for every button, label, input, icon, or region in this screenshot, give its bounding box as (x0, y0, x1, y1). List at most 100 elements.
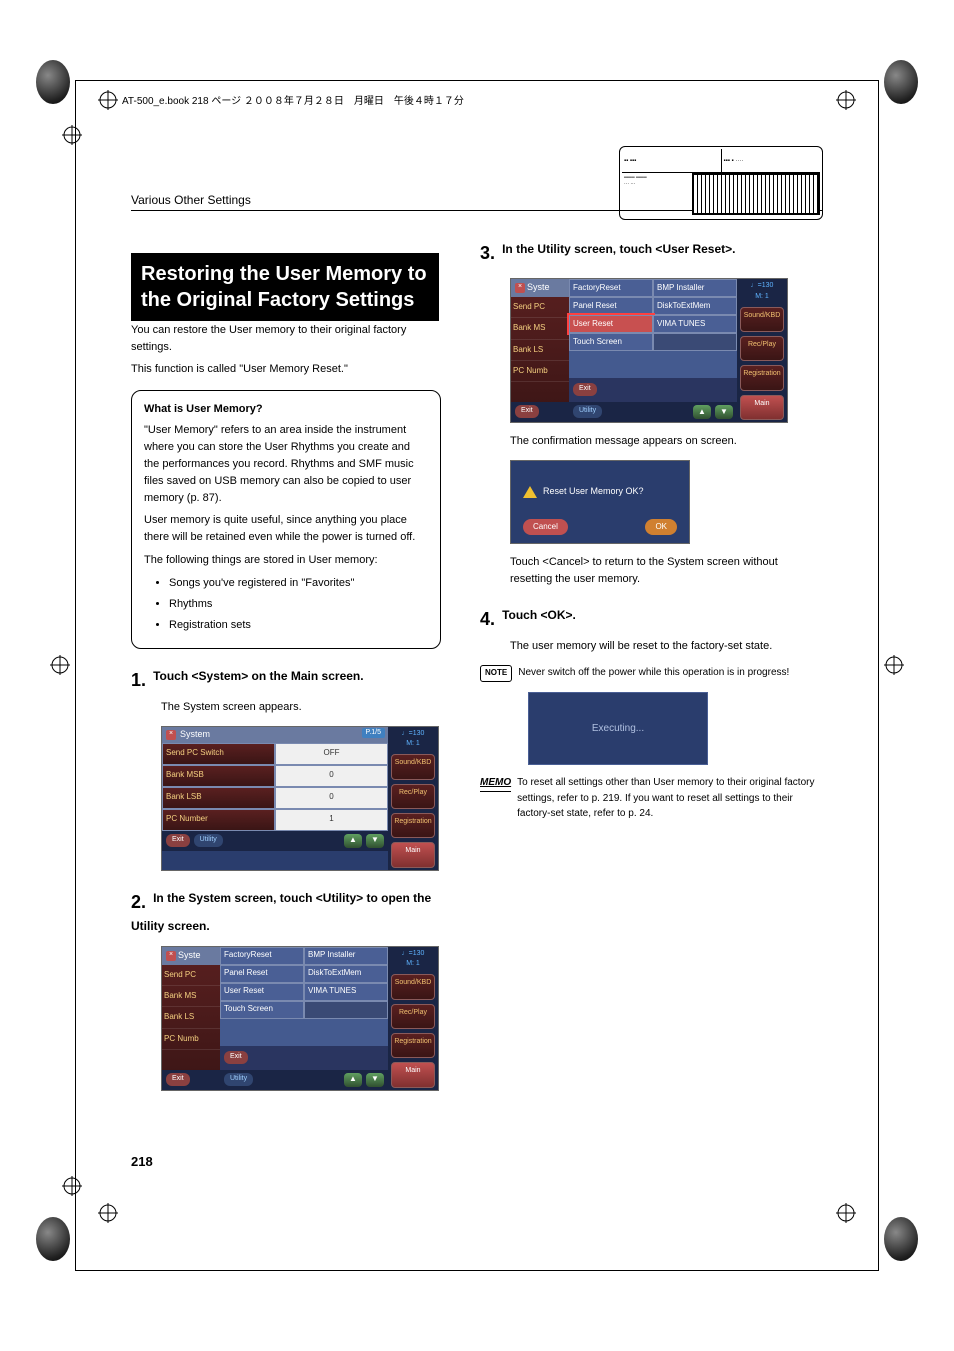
menu-item: BMP Installer (304, 947, 388, 965)
menu-item-user-reset: User Reset (220, 983, 304, 1001)
screen-title: System (180, 728, 210, 742)
main-button: Main (391, 1062, 435, 1087)
intro-text: You can restore the User memory to their… (131, 322, 441, 356)
step-title: In the System screen, touch <Utility> to… (131, 891, 431, 933)
system-screen-illustration: × System P.1/5 Send PC SwitchOFF Bank MS… (161, 726, 439, 871)
product-illustration: ▪▪ ▪▪▪▪▪▪ ▪ ···· ═══ ═══··· ··· (619, 146, 823, 220)
tempo-display: ♩=130M: 1 (388, 947, 438, 973)
note-text: Never switch off the power while this op… (518, 665, 820, 681)
callout-text: User memory is quite useful, since anyth… (144, 512, 428, 546)
bg-item: Bank MS (162, 986, 220, 1007)
side-button: Registration (740, 365, 784, 390)
print-header: AT-500_e.book 218 ページ ２００８年７月２８日 月曜日 午後４… (122, 92, 464, 107)
bg-item: Send PC (511, 297, 569, 318)
callout-text: "User Memory" refers to an area inside t… (144, 422, 428, 507)
menu-item: Touch Screen (220, 1001, 304, 1019)
close-icon: × (166, 730, 176, 740)
callout-item: Rhythms (169, 596, 428, 613)
menu-item: FactoryReset (569, 279, 653, 297)
row-label: Bank MSB (162, 765, 275, 787)
row-value: 1 (275, 809, 388, 831)
down-arrow-icon: ▼ (366, 834, 384, 848)
side-button: Sound/KBD (740, 307, 784, 332)
corner-mark (884, 1217, 918, 1261)
exit-button: Exit (515, 405, 539, 418)
menu-item-user-reset-highlighted: User Reset (569, 315, 653, 333)
bg-item: Send PC (162, 965, 220, 986)
bg-item: Bank LS (511, 340, 569, 361)
corner-mark (36, 1217, 70, 1261)
inner-exit-button: Exit (224, 1051, 248, 1064)
menu-item: VIMA TUNES (653, 315, 737, 333)
breadcrumb: Various Other Settings (131, 193, 251, 207)
step-number: 1. (131, 667, 146, 695)
ok-button: OK (645, 519, 677, 535)
page-indicator: P.1/5 (362, 728, 385, 739)
row-value: 0 (275, 787, 388, 809)
step-subtext: The user memory will be reset to the fac… (510, 638, 820, 655)
side-button: Registration (391, 1033, 435, 1058)
menu-item: BMP Installer (653, 279, 737, 297)
utility-button: Utility (194, 834, 223, 847)
down-arrow-icon: ▼ (366, 1073, 384, 1087)
bg-item: Bank LS (162, 1007, 220, 1028)
exit-button: Exit (166, 834, 190, 847)
bg-item: Bank MS (511, 318, 569, 339)
step-number: 2. (131, 889, 146, 917)
side-button: Rec/Play (740, 336, 784, 361)
row-value: OFF (275, 743, 388, 765)
side-button: Sound/KBD (391, 754, 435, 779)
memo-text: To reset all settings other than User me… (517, 775, 820, 822)
row-value: 0 (275, 765, 388, 787)
step-title: Touch <System> on the Main screen. (153, 669, 364, 683)
registration-mark (50, 655, 70, 675)
menu-item: FactoryReset (220, 947, 304, 965)
utility-label: Utility (573, 405, 602, 418)
registration-mark (884, 655, 904, 675)
close-icon: × (166, 951, 176, 961)
down-arrow-icon: ▼ (715, 405, 733, 419)
row-label: PC Number (162, 809, 275, 831)
bg-item: PC Numb (162, 1029, 220, 1050)
bg-item: PC Numb (511, 361, 569, 382)
step-title: In the Utility screen, touch <User Reset… (502, 242, 735, 256)
step-title: Touch <OK>. (502, 608, 576, 622)
confirm-dialog: Reset User Memory OK? Cancel OK (510, 460, 690, 544)
close-icon: × (515, 283, 525, 293)
up-arrow-icon: ▲ (344, 834, 362, 848)
menu-item: DiskToExtMem (304, 965, 388, 983)
memo-badge: MEMO (480, 775, 511, 792)
note-badge: NOTE (480, 665, 512, 681)
menu-empty (304, 1001, 388, 1019)
tempo-display: ♩=130M: 1 (388, 727, 438, 753)
menu-item: Touch Screen (569, 333, 653, 351)
menu-empty (653, 333, 737, 351)
callout-text: The following things are stored in User … (144, 552, 428, 569)
screen-title: Syste (527, 281, 550, 295)
callout-item: Songs you've registered in "Favorites" (169, 575, 428, 592)
main-button: Main (740, 395, 784, 420)
page-number: 218 (131, 1154, 153, 1169)
row-label: Bank LSB (162, 787, 275, 809)
menu-item: DiskToExtMem (653, 297, 737, 315)
tempo-display: ♩=130M: 1 (737, 279, 787, 305)
warning-icon (523, 486, 537, 498)
step-number: 4. (480, 606, 495, 634)
side-button: Rec/Play (391, 784, 435, 809)
exit-button: Exit (166, 1073, 190, 1086)
side-button: Sound/KBD (391, 974, 435, 999)
page-title: Restoring the User Memory to the Origina… (131, 253, 439, 321)
callout-title: What is User Memory? (144, 401, 428, 418)
menu-item: Panel Reset (569, 297, 653, 315)
step-cancel-text: Touch <Cancel> to return to the System s… (510, 554, 820, 588)
row-label: Send PC Switch (162, 743, 275, 765)
callout-box: What is User Memory? "User Memory" refer… (131, 390, 441, 649)
menu-item: VIMA TUNES (304, 983, 388, 1001)
menu-item: Panel Reset (220, 965, 304, 983)
corner-mark (36, 60, 70, 104)
up-arrow-icon: ▲ (344, 1073, 362, 1087)
utility-screen-illustration: ×Syste Send PC Bank MS Bank LS PC Numb E… (161, 946, 439, 1091)
side-button: Registration (391, 813, 435, 838)
executing-dialog: Executing... (528, 692, 708, 766)
callout-item: Registration sets (169, 617, 428, 634)
